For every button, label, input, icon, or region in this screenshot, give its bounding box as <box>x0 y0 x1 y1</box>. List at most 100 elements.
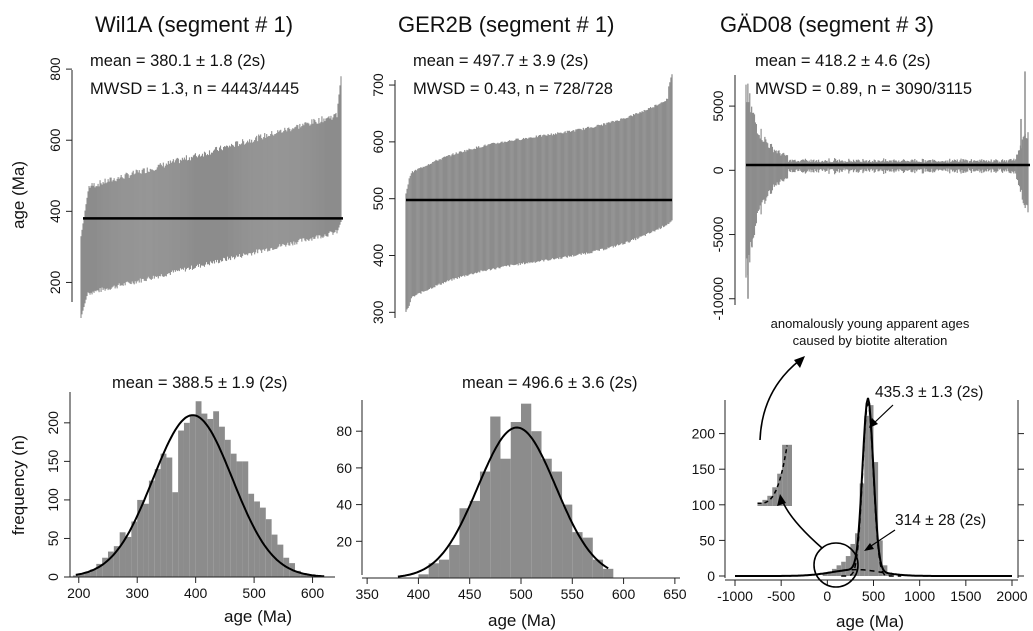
histogram-bar <box>248 493 255 577</box>
y-ticks: 0 50 100 150 200 <box>45 411 70 581</box>
x-tick-label: -500 <box>767 588 795 604</box>
annotation-line-1: anomalously young apparent ages <box>771 316 970 331</box>
histogram-bar <box>531 431 542 578</box>
histogram-bar <box>592 559 604 578</box>
inset-dashed-curve <box>757 445 788 505</box>
y-tick-label: 0 <box>45 573 61 581</box>
stat-mwsd: MWSD = 1.3, n = 4443/4445 <box>90 80 299 98</box>
histogram-bar <box>300 573 307 577</box>
histogram-bar <box>541 458 552 578</box>
y-tick-label: 150 <box>45 449 61 473</box>
x-ticks: 200 300 400 500 600 <box>67 577 324 601</box>
y-axis-label: age (Ma) <box>9 161 28 229</box>
y-tick-label: 0 <box>707 568 715 584</box>
panel-title: GER2B (segment # 1) <box>398 12 614 37</box>
stat-mean: mean = 388.5 ± 1.9 (2s) <box>112 374 288 392</box>
ranked-age-bars <box>745 71 1029 299</box>
inset-bar <box>757 502 763 506</box>
histogram-bar <box>96 563 103 577</box>
x-axis-label: age (Ma) <box>488 611 556 630</box>
histogram-bar <box>242 461 249 577</box>
inset-bar <box>782 444 788 506</box>
gaussian-fit-curve <box>397 426 609 578</box>
x-ticks: -1000 -500 0 500 1000 1500 2000 <box>717 580 1028 604</box>
histogram-bar <box>113 546 120 577</box>
arrowhead-inset <box>777 494 786 506</box>
histogram-bar <box>510 422 521 578</box>
histogram-bar <box>131 521 138 577</box>
x-tick-label: 400 <box>407 586 431 602</box>
inset-zoom-histogram <box>757 444 792 506</box>
histogram-bar <box>102 557 108 577</box>
histogram-bar <box>551 471 563 578</box>
panel-wil1a: Wil1A (segment # 1) mean = 380.1 ± 1.8 (… <box>9 12 343 318</box>
x-tick-label: 1000 <box>904 588 935 604</box>
stat-mean: mean = 418.2 ± 4.6 (2s) <box>755 52 931 70</box>
y-tick-label: 200 <box>47 271 63 295</box>
x-ticks: 350 400 450 500 550 600 650 <box>355 578 687 602</box>
y-tick-label: 600 <box>370 130 386 154</box>
stat-mean: mean = 496.6 ± 3.6 (2s) <box>462 374 638 392</box>
y-tick-label: 600 <box>47 128 63 152</box>
peak-label-main-pointer <box>872 404 894 425</box>
histogram-bars <box>418 403 614 578</box>
y-tick-label: 100 <box>692 497 716 513</box>
x-tick-label: 500 <box>862 588 886 604</box>
y-ticks: -10000 -5000 0 5000 <box>710 90 735 321</box>
panel-hist-wil1a: mean = 388.5 ± 1.9 (2s) 0 50 100 150 200 200… <box>9 374 335 626</box>
y-tick-label: 400 <box>47 199 63 223</box>
histogram-bar <box>137 499 144 577</box>
histogram-bar <box>490 416 501 578</box>
peak-label-minor: 314 ± 28 (2s) <box>895 512 986 529</box>
histogram-bar <box>562 504 573 578</box>
stat-mwsd: MWSD = 0.43, n = 728/728 <box>413 80 613 98</box>
histogram-bar <box>160 453 167 577</box>
y-tick-label: 100 <box>45 488 61 512</box>
histogram-bar <box>864 415 869 576</box>
y-tick-label: 700 <box>370 73 386 97</box>
stat-mean: mean = 497.7 ± 3.9 (2s) <box>413 52 589 70</box>
histogram-bar <box>189 415 196 577</box>
annotation-line-2: caused by biotite alteration <box>793 333 948 348</box>
panel-gad08: GÄD08 (segment # 3) mean = 418.2 ± 4.6 (… <box>710 12 1030 321</box>
y-ticks: 200 400 600 800 <box>47 57 72 294</box>
zoom-circle <box>813 542 859 588</box>
peak-label-main-arrowhead <box>869 418 878 428</box>
y-tick-label: 0 <box>710 166 726 174</box>
minor-peak-curve <box>735 568 1012 577</box>
histogram-bar <box>78 573 85 577</box>
histogram-bar <box>868 405 874 576</box>
panel-title: GÄD08 (segment # 3) <box>720 12 934 37</box>
histogram-bar <box>178 430 184 577</box>
histogram-bar <box>254 501 260 577</box>
ranked-age-bars <box>80 76 342 318</box>
stat-mean: mean = 380.1 ± 1.8 (2s) <box>90 52 266 70</box>
panel-ger2b: GER2B (segment # 1) mean = 497.7 ± 3.9 (… <box>370 12 673 324</box>
x-tick-label: 600 <box>612 586 636 602</box>
x-tick-label: 350 <box>355 586 379 602</box>
histogram-bar <box>841 561 846 576</box>
histogram-bar <box>438 559 450 578</box>
histogram-bar <box>143 503 149 577</box>
arrow-to-inset <box>781 499 823 549</box>
x-tick-label: 400 <box>184 585 208 601</box>
histogram-bar <box>572 532 583 578</box>
panel-hist-ger2b: mean = 496.6 ± 3.6 (2s) 20 40 60 80 350 400 4… <box>336 374 686 630</box>
histogram-bar <box>479 471 491 578</box>
histogram-bar <box>172 492 179 577</box>
histogram-bar <box>148 480 155 577</box>
y-tick-label: 150 <box>692 461 716 477</box>
histogram-bar <box>224 439 231 577</box>
histogram-bar <box>207 418 214 577</box>
histogram-bar <box>265 519 272 577</box>
x-axis-label: age (Ma) <box>224 607 292 626</box>
histogram-bar <box>213 411 220 577</box>
inset-bar <box>777 473 783 506</box>
histogram-bar <box>90 569 97 577</box>
main-component-dashed-curve <box>841 403 902 577</box>
x-tick-label: 500 <box>509 586 533 602</box>
histogram-bar <box>827 571 832 576</box>
y-tick-label: 500 <box>370 187 386 211</box>
arrowhead-annotation <box>794 356 805 368</box>
y-tick-label: 60 <box>336 460 352 476</box>
